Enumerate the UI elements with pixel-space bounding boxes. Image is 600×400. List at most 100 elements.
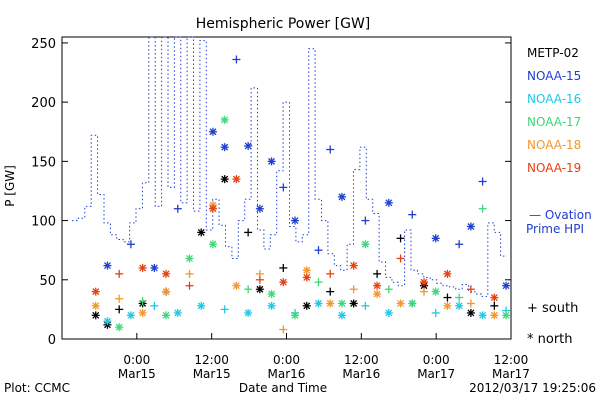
point-noaa-15-20 <box>466 222 475 231</box>
point-noaa-19-11 <box>349 261 358 270</box>
axes: 0501001502002500:00Mar1512:00Mar150:00Ma… <box>31 37 530 381</box>
y-tick-label-1: 50 <box>39 274 56 289</box>
point-noaa-19-1 <box>115 269 124 278</box>
point-noaa-19-4 <box>185 281 194 290</box>
point-noaa-15-5 <box>220 143 229 152</box>
point-noaa-16-12 <box>384 308 393 317</box>
point-noaa-19-8 <box>279 278 288 287</box>
x-tick-label-date-3: Mar16 <box>342 367 380 381</box>
point-noaa-15-7 <box>244 141 253 150</box>
point-noaa-16-15 <box>455 301 464 310</box>
point-noaa-19-12 <box>373 281 382 290</box>
point-noaa-16-4 <box>197 301 206 310</box>
point-noaa-18-15 <box>443 301 452 310</box>
point-noaa-18-12 <box>373 289 382 298</box>
point-noaa-15-18 <box>431 234 440 243</box>
point-noaa-18-6 <box>232 281 241 290</box>
point-noaa-16-1 <box>126 311 135 320</box>
x-tick-label-date-2: Mar16 <box>268 367 306 381</box>
point-noaa-17-5 <box>220 115 229 124</box>
point-noaa-19-3 <box>162 269 171 278</box>
data-points <box>91 55 511 334</box>
point-noaa-17-13 <box>408 299 417 308</box>
x-tick-label-time-4: 0:00 <box>423 353 450 367</box>
point-noaa-19-9 <box>302 273 311 282</box>
point-noaa-17-7 <box>267 289 276 298</box>
x-axis-label: Date and Time <box>239 381 327 395</box>
point-noaa-15-3 <box>173 204 182 213</box>
point-noaa-15-14 <box>337 192 346 201</box>
point-noaa-16-6 <box>244 308 253 317</box>
point-noaa-18-3 <box>162 287 171 296</box>
point-noaa-16-9 <box>314 299 323 308</box>
point-noaa-16-10 <box>337 311 346 320</box>
point-noaa-18-0 <box>91 301 100 310</box>
ovation-prime-hpi-line <box>72 36 507 297</box>
point-noaa-17-4 <box>208 240 217 249</box>
point-noaa-18-2 <box>138 308 147 317</box>
y-tick-label-2: 100 <box>31 215 56 230</box>
point-noaa-15-10 <box>279 183 288 192</box>
point-noaa-15-15 <box>361 216 370 225</box>
point-noaa-15-1 <box>126 240 135 249</box>
point-noaa-16-2 <box>150 301 159 310</box>
point-noaa-15-22 <box>502 281 511 290</box>
marker-legend-south: + south <box>527 301 578 316</box>
point-metp-02-7 <box>244 228 253 237</box>
point-metp-02-8 <box>255 285 264 294</box>
point-noaa-15-17 <box>408 210 417 219</box>
point-metp-02-14 <box>396 234 405 243</box>
point-noaa-17-6 <box>244 285 253 294</box>
point-metp-02-11 <box>326 287 335 296</box>
legend-noaa-18: NOAA-18 <box>527 138 581 152</box>
chart-title: Hemispheric Power [GW] <box>196 16 371 32</box>
point-noaa-17-14 <box>431 287 440 296</box>
legend-noaa-17: NOAA-17 <box>527 115 581 129</box>
point-noaa-17-1 <box>138 297 147 306</box>
ovation-label-line1: — Ovation <box>529 208 592 222</box>
x-tick-label-time-2: 0:00 <box>273 353 300 367</box>
footer-plot-source: Plot: CCMC <box>4 381 70 395</box>
x-tick-label-date-5: Mar17 <box>492 367 530 381</box>
point-noaa-15-0 <box>103 261 112 270</box>
x-tick-label-time-0: 0:00 <box>123 353 150 367</box>
point-noaa-18-8 <box>279 325 288 334</box>
point-noaa-19-5 <box>208 204 217 213</box>
point-noaa-18-16 <box>466 299 475 308</box>
x-tick-label-date-4: Mar17 <box>417 367 455 381</box>
point-noaa-19-15 <box>443 269 452 278</box>
point-noaa-19-2 <box>138 263 147 272</box>
legend-noaa-19: NOAA-19 <box>527 161 581 175</box>
point-metp-02-12 <box>349 299 358 308</box>
point-noaa-17-2 <box>162 311 171 320</box>
point-noaa-17-0 <box>115 323 124 332</box>
point-noaa-15-9 <box>267 157 276 166</box>
legend-noaa-15: NOAA-15 <box>527 69 581 83</box>
y-tick-label-5: 250 <box>31 37 56 52</box>
point-metp-02-5 <box>197 228 206 237</box>
x-tick-label-time-3: 12:00 <box>344 353 379 367</box>
y-axis-label: P [GW] <box>3 165 17 207</box>
point-noaa-17-16 <box>478 204 487 213</box>
point-noaa-15-8 <box>255 204 264 213</box>
point-noaa-15-6 <box>232 55 241 64</box>
x-tick-label-date-1: Mar15 <box>193 367 231 381</box>
point-noaa-19-13 <box>396 254 405 263</box>
point-noaa-17-8 <box>291 311 300 320</box>
point-noaa-15-16 <box>384 198 393 207</box>
point-noaa-19-0 <box>91 287 100 296</box>
point-noaa-18-13 <box>396 299 405 308</box>
point-noaa-15-21 <box>478 177 487 186</box>
point-noaa-18-4 <box>185 269 194 278</box>
point-metp-02-17 <box>466 308 475 317</box>
point-noaa-17-11 <box>361 240 370 249</box>
y-tick-label-4: 200 <box>31 96 56 111</box>
point-noaa-18-10 <box>326 299 335 308</box>
marker-legend-north: * north <box>527 332 573 347</box>
point-noaa-19-16 <box>466 285 475 294</box>
legend-metp-02: METP-02 <box>527 46 579 60</box>
point-noaa-18-14 <box>419 287 428 296</box>
y-tick-label-0: 0 <box>48 333 56 348</box>
point-metp-02-13 <box>373 269 382 278</box>
